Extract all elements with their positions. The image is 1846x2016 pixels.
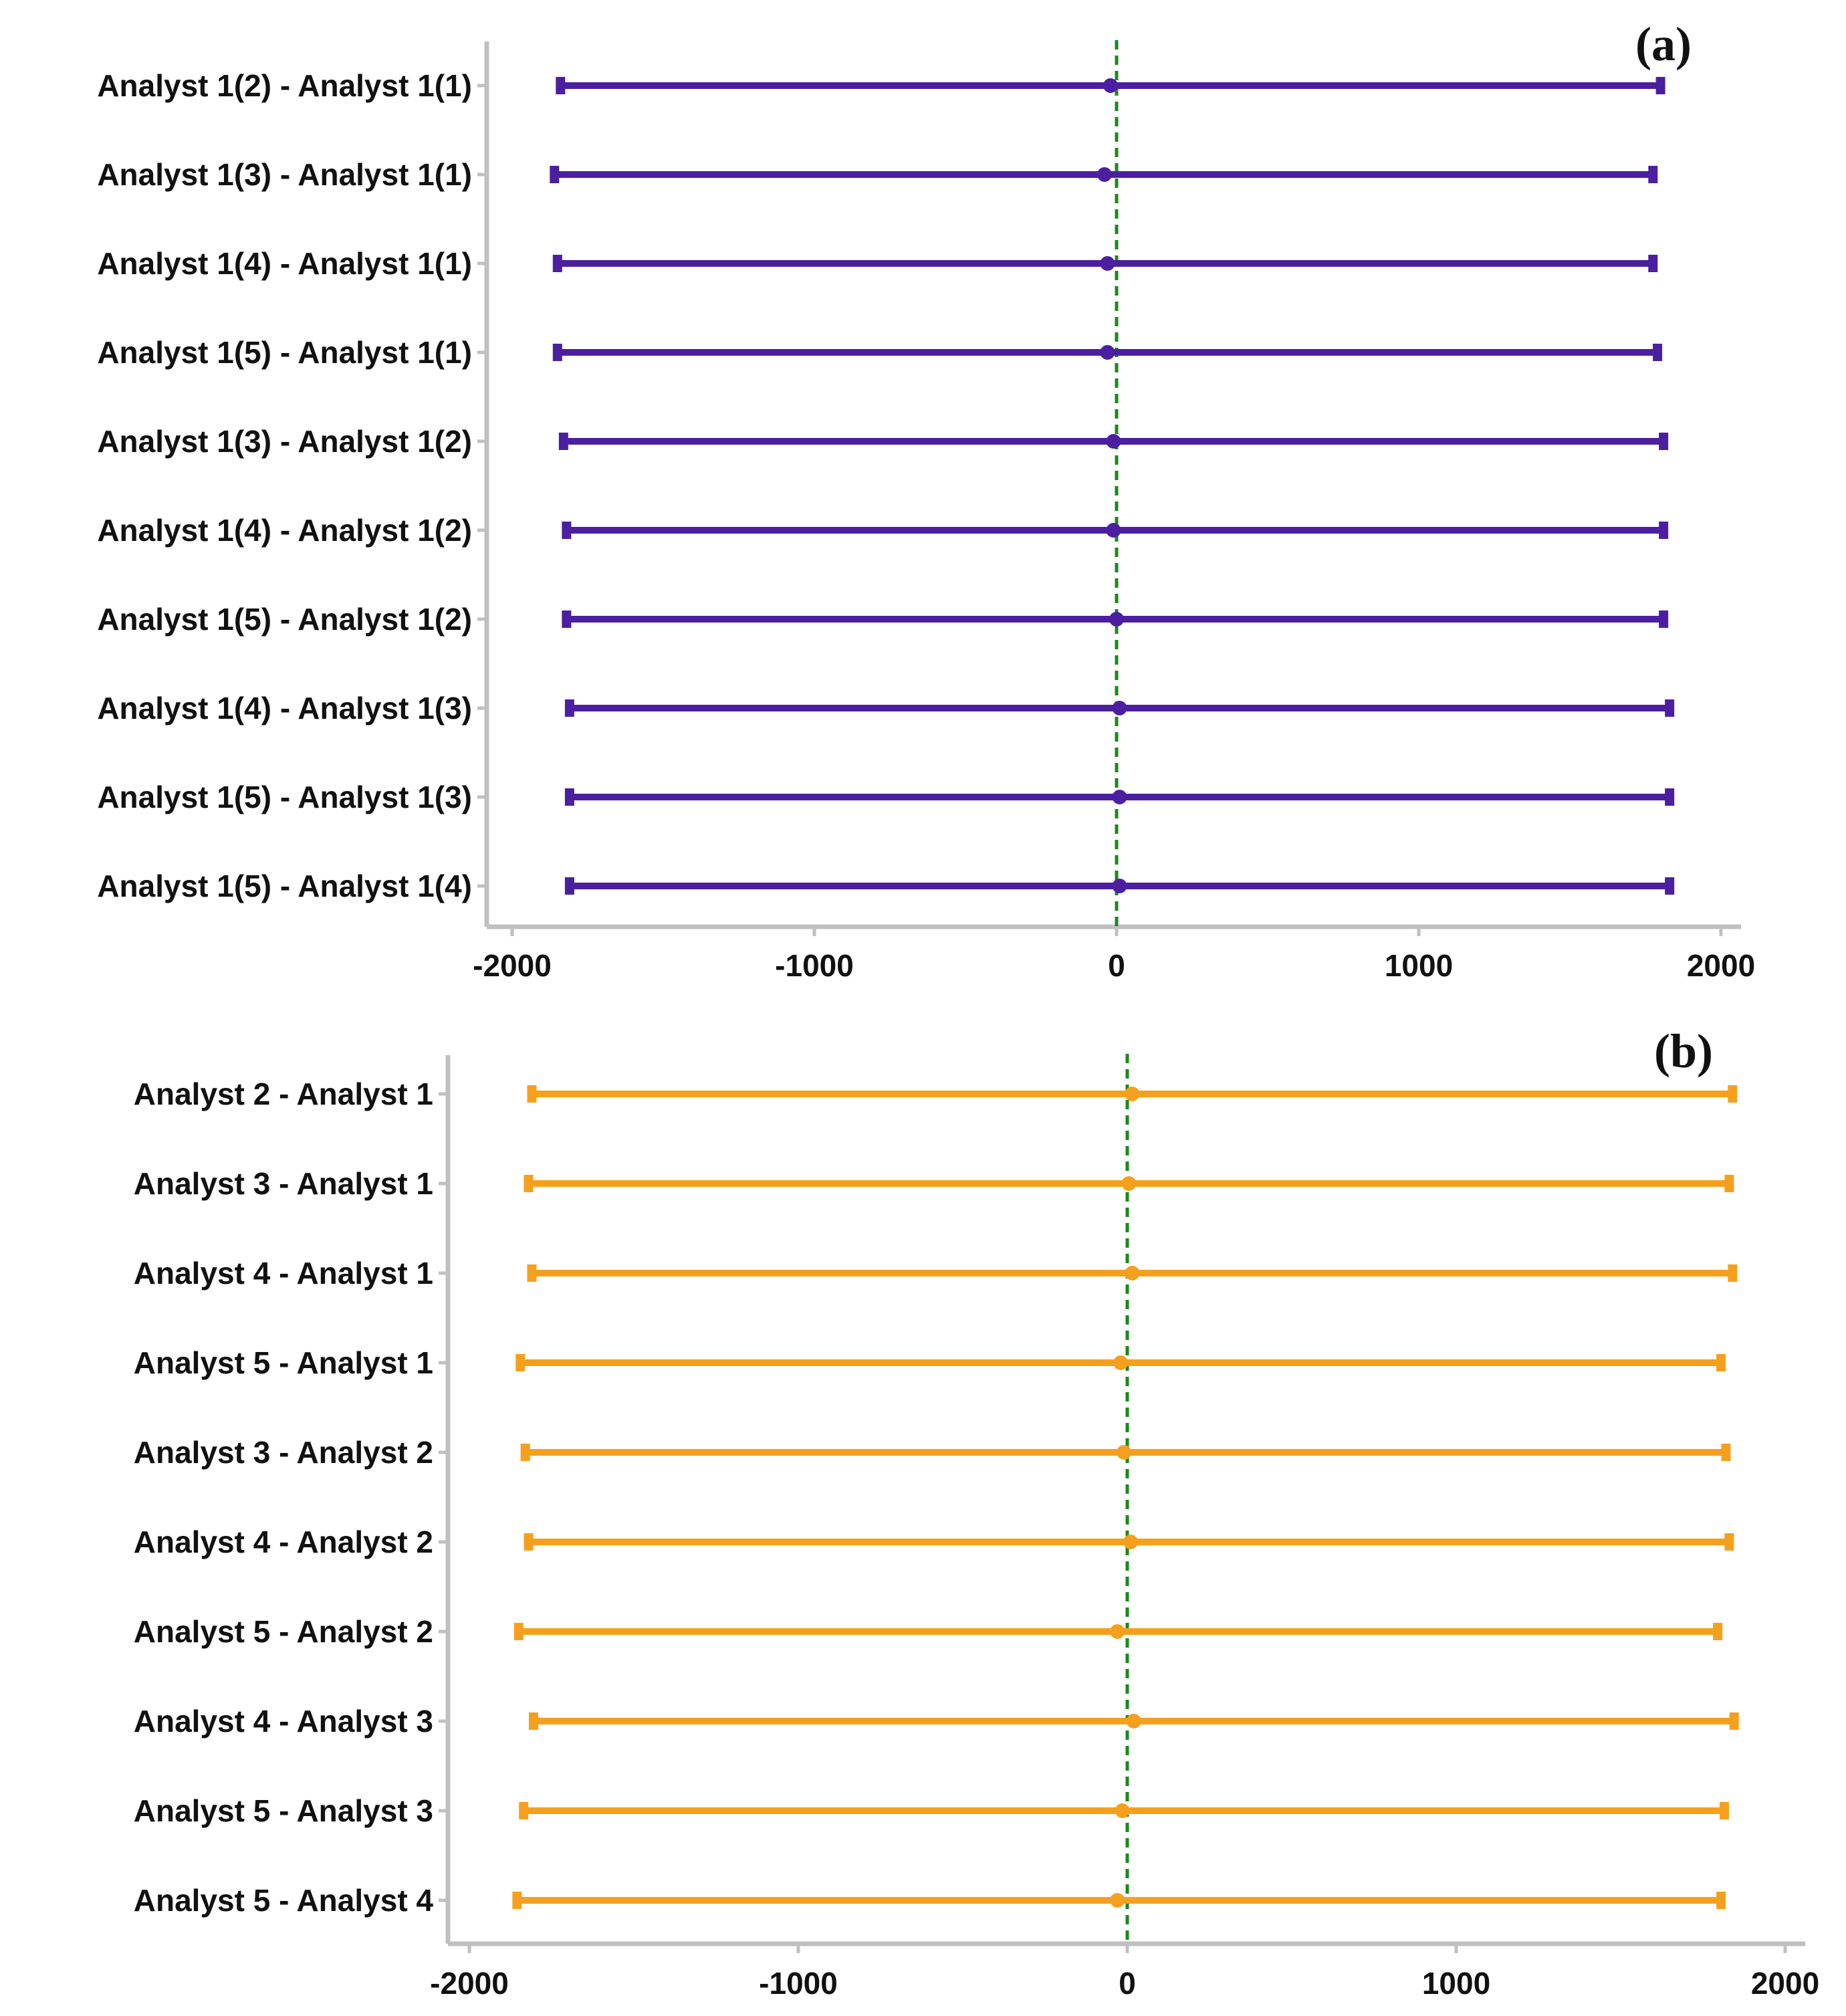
category-label: Analyst 3 - Analyst 2 [134,1435,433,1470]
interval-lower-cap [528,1712,538,1730]
interval-upper-cap [1713,1623,1723,1640]
interval-upper-cap [1659,433,1669,450]
interval-upper-cap [1665,877,1675,895]
interval-plot-a: -2000 -1000 0 1000 2000 Analyst 1(2) - Analys… [97,17,1755,983]
interval-lower-cap [558,433,568,450]
interval-lower-cap [564,788,574,806]
point-estimate [1125,1087,1140,1101]
interval-upper-cap [1716,1354,1726,1371]
category-label: Analyst 1(5) - Analyst 1(2) [97,602,472,637]
point-estimate [1112,879,1127,893]
interval-lower-cap [562,610,572,628]
interval-lower-cap [564,877,574,895]
point-estimate [1123,1535,1138,1549]
point-estimate [1125,1266,1140,1280]
point-estimate [1115,1803,1130,1818]
category-label: Analyst 1(4) - Analyst 1(1) [97,246,472,281]
x-tick-label: 1000 [1422,1966,1490,2001]
point-estimate [1106,523,1121,538]
point-estimate [1109,612,1124,627]
point-estimate [1112,790,1127,804]
interval-lower-cap [527,1085,537,1103]
interval-upper-cap [1716,1892,1726,1909]
x-tick-label: -1000 [759,1966,838,2001]
category-label: Analyst 1(5) - Analyst 1(4) [97,869,472,903]
interval-lower-cap [519,1802,529,1819]
x-tick-label: 0 [1108,948,1125,983]
panel-label: (a) [1635,17,1692,71]
interval-upper-cap [1728,1264,1738,1282]
interval-upper-cap [1648,255,1658,272]
chart-panel-a: -2000 -1000 0 1000 2000 Analyst 1(2) - Analys… [0,0,1846,1003]
category-label: Analyst 1(4) - Analyst 1(3) [97,691,472,725]
panel-label: (b) [1654,1024,1713,1078]
category-label: Analyst 1(3) - Analyst 1(1) [97,157,472,192]
category-label: Analyst 1(3) - Analyst 1(2) [97,424,472,459]
category-label: Analyst 1(4) - Analyst 1(2) [97,513,472,548]
x-tick-label: 0 [1119,1966,1136,2001]
x-tick-label: 2000 [1687,948,1755,983]
category-label: Analyst 5 - Analyst 4 [134,1883,434,1918]
interval-lower-cap [527,1264,537,1282]
interval-lower-cap [524,1175,534,1192]
point-estimate [1110,1624,1125,1639]
interval-upper-cap [1648,166,1658,183]
point-estimate [1097,167,1112,182]
interval-lower-cap [552,344,562,361]
interval-lower-cap [562,522,572,539]
category-label: Analyst 1(2) - Analyst 1(1) [97,68,472,103]
interval-upper-cap [1729,1712,1739,1730]
x-tick-label: -1000 [775,948,854,983]
interval-upper-cap [1724,1175,1734,1192]
interval-upper-cap [1655,77,1665,94]
interval-lower-cap [564,699,574,717]
point-estimate [1121,1176,1137,1191]
point-estimate [1110,1893,1125,1908]
point-estimate [1126,1714,1141,1728]
point-estimate [1103,78,1118,93]
interval-upper-cap [1653,344,1663,361]
interval-lower-cap [513,1623,524,1640]
interval-upper-cap [1665,788,1675,806]
interval-upper-cap [1728,1085,1738,1103]
category-label: Analyst 5 - Analyst 2 [134,1614,433,1649]
category-label: Analyst 4 - Analyst 1 [134,1256,433,1291]
interval-lower-cap [550,166,560,183]
point-estimate [1117,1445,1132,1460]
interval-lower-cap [515,1354,526,1371]
interval-upper-cap [1719,1802,1729,1819]
x-tick-label: 1000 [1385,948,1453,983]
point-estimate [1100,345,1115,360]
interval-upper-cap [1665,699,1675,717]
category-label: Analyst 1(5) - Analyst 1(1) [97,335,472,370]
interval-upper-cap [1659,522,1669,539]
point-estimate [1100,256,1115,271]
point-estimate [1113,1355,1129,1370]
category-label: Analyst 4 - Analyst 2 [134,1525,433,1559]
interval-upper-cap [1721,1444,1731,1461]
category-label: Analyst 5 - Analyst 3 [134,1793,433,1828]
category-label: Analyst 5 - Analyst 1 [134,1345,433,1380]
point-estimate [1112,701,1127,715]
chart-panel-b: -2000 -1000 0 1000 2000 Analyst 2 - Analyst 1… [0,1003,1846,2016]
x-tick-label: 2000 [1751,1966,1819,2001]
interval-lower-cap [552,255,562,272]
interval-lower-cap [524,1533,534,1551]
category-label: Analyst 1(5) - Analyst 1(3) [97,780,472,814]
category-label: Analyst 3 - Analyst 1 [134,1166,433,1201]
category-label: Analyst 2 - Analyst 1 [134,1077,433,1111]
interval-lower-cap [512,1892,522,1909]
interval-plot-b: -2000 -1000 0 1000 2000 Analyst 2 - Analyst 1… [134,1024,1819,2001]
category-label: Analyst 4 - Analyst 3 [134,1704,433,1739]
x-tick-label: -2000 [430,1966,509,2001]
x-tick-label: -2000 [473,948,552,983]
interval-upper-cap [1724,1533,1734,1551]
point-estimate [1106,434,1121,449]
interval-lower-cap [520,1444,530,1461]
interval-lower-cap [556,77,566,94]
interval-upper-cap [1659,610,1669,628]
